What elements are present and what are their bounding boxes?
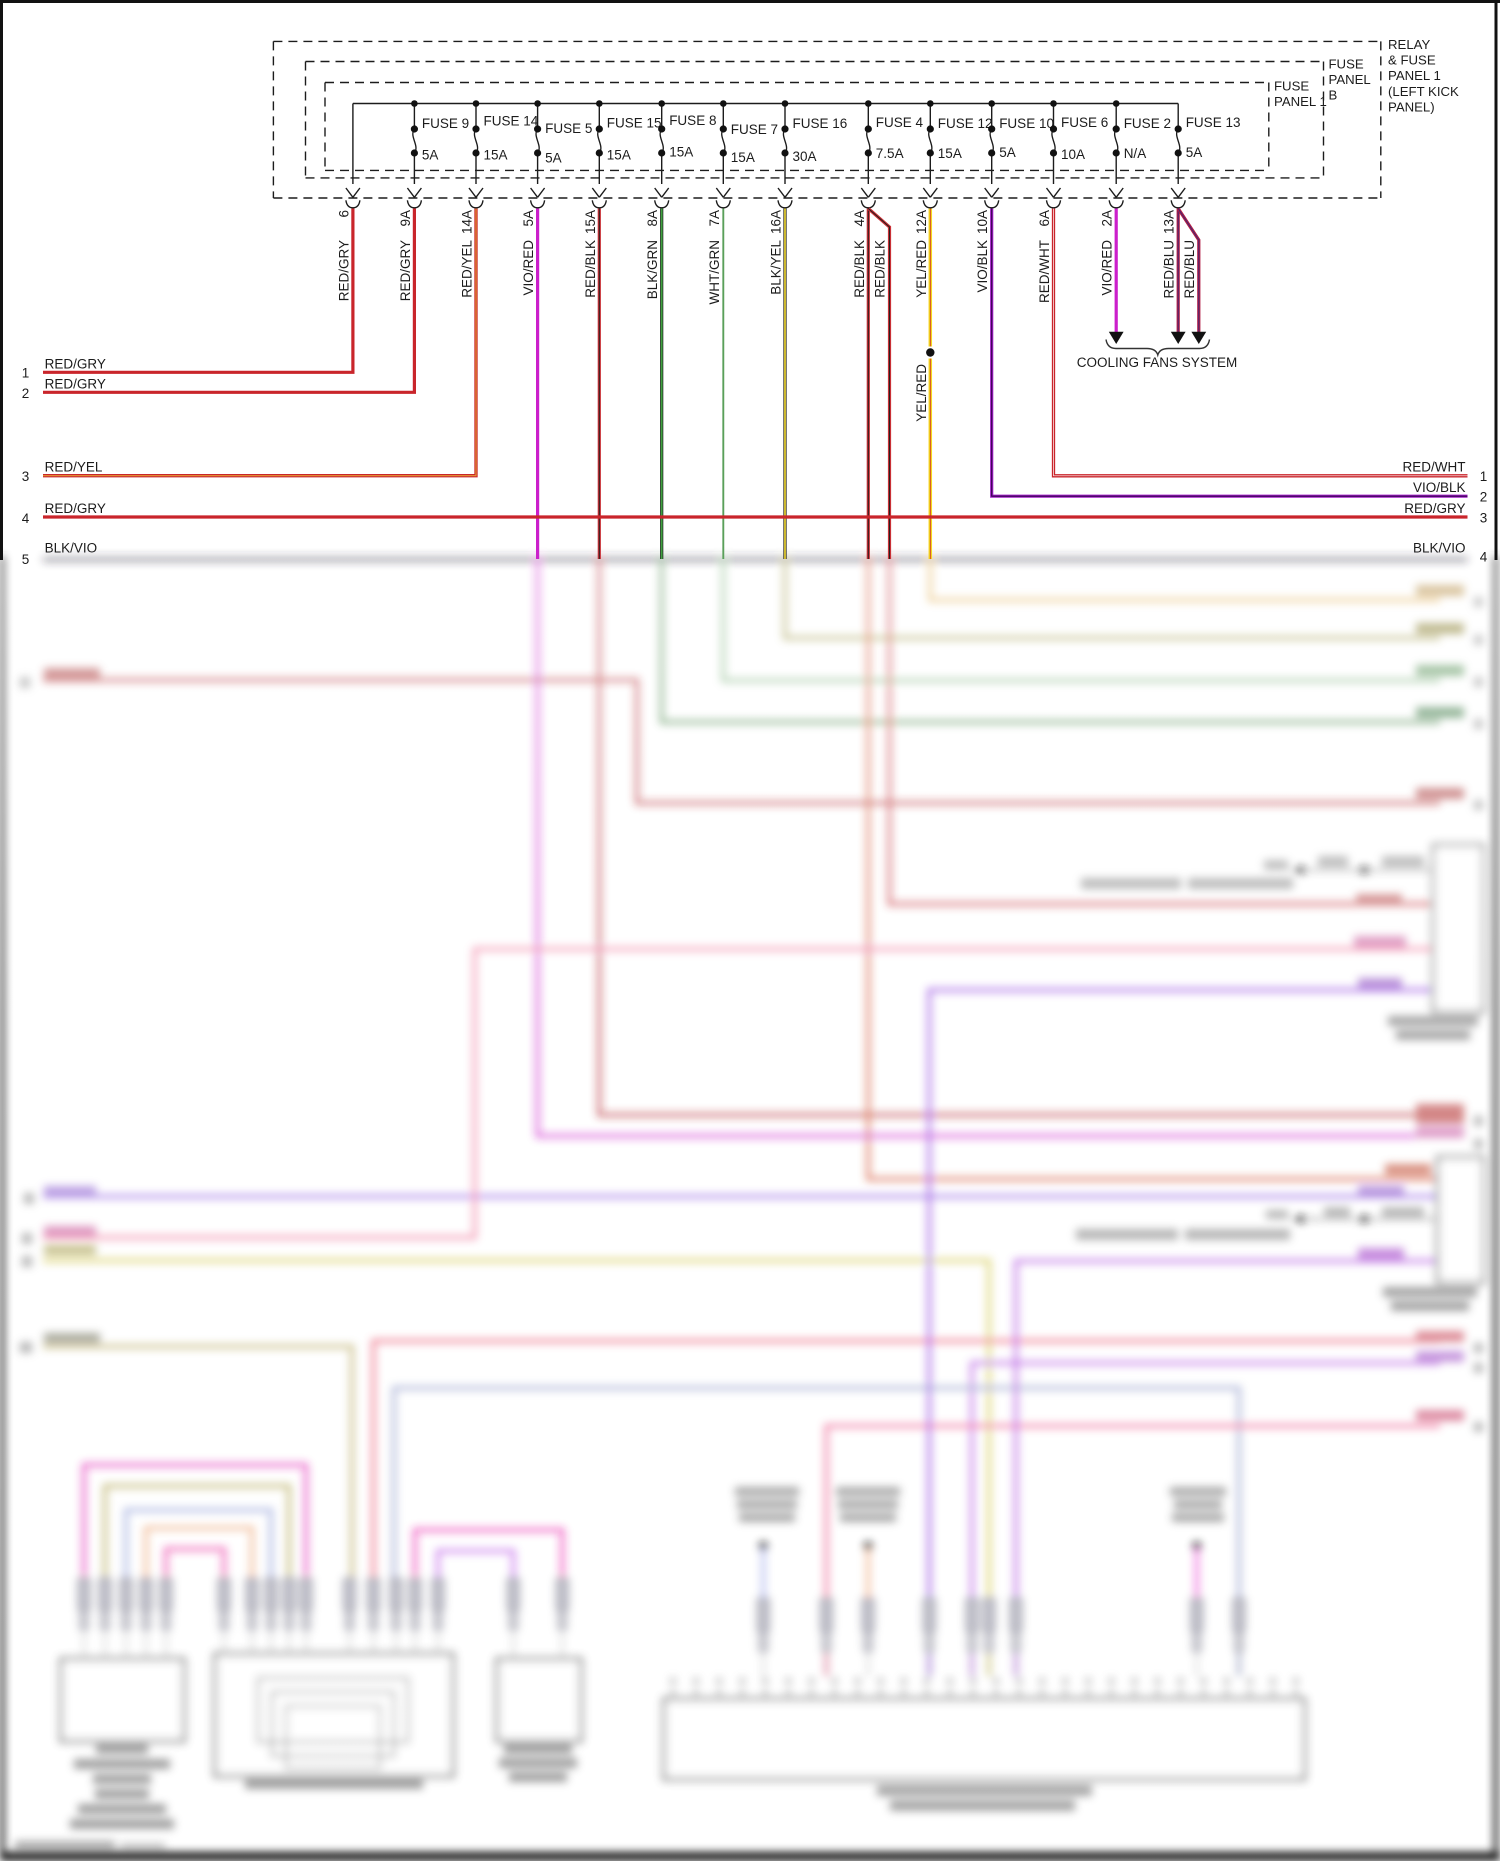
svg-text:(LEFT KICK: (LEFT KICK: [1388, 84, 1459, 99]
svg-text:BLK/GRN: BLK/GRN: [645, 240, 660, 299]
svg-text:RED/BLU: RED/BLU: [1182, 240, 1197, 299]
svg-text:FUSE 8: FUSE 8: [669, 113, 716, 128]
svg-text:RED/BLK: RED/BLK: [852, 240, 867, 298]
svg-text:4: 4: [22, 511, 30, 526]
svg-text:15A: 15A: [484, 148, 508, 163]
svg-text:5: 5: [22, 552, 30, 567]
svg-text:WHT/GRN: WHT/GRN: [707, 240, 722, 305]
svg-text:& FUSE: & FUSE: [1388, 53, 1436, 68]
svg-text:RED/GRY: RED/GRY: [45, 376, 106, 391]
svg-text:6: 6: [336, 210, 351, 218]
svg-text:15A: 15A: [731, 150, 755, 165]
svg-text:8A: 8A: [645, 210, 660, 227]
svg-text:1: 1: [1480, 469, 1488, 484]
svg-text:6A: 6A: [1037, 210, 1052, 227]
svg-text:10A: 10A: [975, 210, 990, 234]
svg-text:FUSE 7: FUSE 7: [731, 122, 778, 137]
svg-text:RED/GRY: RED/GRY: [45, 501, 106, 516]
svg-text:FUSE 9: FUSE 9: [422, 116, 469, 131]
svg-text:BLK/VIO: BLK/VIO: [1413, 540, 1466, 555]
svg-text:FUSE: FUSE: [1274, 79, 1309, 94]
svg-text:RED/GRY: RED/GRY: [398, 240, 413, 301]
svg-text:10A: 10A: [1061, 147, 1085, 162]
svg-text:VIO/BLK: VIO/BLK: [975, 240, 990, 293]
svg-text:FUSE 5: FUSE 5: [545, 121, 592, 136]
svg-text:16A: 16A: [769, 210, 784, 234]
svg-text:RED/BLU: RED/BLU: [1162, 240, 1177, 299]
svg-text:4A: 4A: [852, 210, 867, 227]
svg-text:RED/GRY: RED/GRY: [1404, 501, 1465, 516]
svg-text:3: 3: [1480, 511, 1488, 526]
svg-text:RED/BLK: RED/BLK: [583, 240, 598, 298]
svg-text:YEL/RED: YEL/RED: [914, 364, 929, 422]
svg-text:FUSE 6: FUSE 6: [1061, 115, 1108, 130]
svg-text:FUSE 4: FUSE 4: [876, 115, 924, 130]
svg-text:RED/WHT: RED/WHT: [1403, 460, 1466, 475]
svg-text:1: 1: [22, 366, 30, 381]
svg-text:15A: 15A: [669, 145, 693, 160]
svg-text:2A: 2A: [1100, 210, 1115, 227]
svg-text:RED/YEL: RED/YEL: [45, 460, 103, 475]
svg-text:COOLING FANS SYSTEM: COOLING FANS SYSTEM: [1077, 355, 1238, 370]
svg-text:5A: 5A: [1186, 145, 1203, 160]
svg-text:FUSE 10: FUSE 10: [999, 116, 1054, 131]
svg-text:PANEL: PANEL: [1329, 72, 1371, 87]
svg-text:3: 3: [22, 469, 30, 484]
svg-text:4: 4: [1480, 550, 1488, 565]
svg-text:5A: 5A: [999, 145, 1016, 160]
svg-text:13A: 13A: [1162, 210, 1177, 234]
svg-text:RED/GRY: RED/GRY: [45, 356, 106, 371]
svg-text:9A: 9A: [398, 210, 413, 227]
svg-text:15A: 15A: [583, 210, 598, 234]
svg-text:PANEL 1: PANEL 1: [1274, 94, 1327, 109]
svg-text:BLK/VIO: BLK/VIO: [45, 540, 98, 555]
svg-text:FUSE 15: FUSE 15: [607, 116, 662, 131]
svg-text:5A: 5A: [521, 210, 536, 227]
svg-text:15A: 15A: [607, 148, 631, 163]
svg-text:FUSE 16: FUSE 16: [793, 116, 848, 131]
svg-text:VIO/BLK: VIO/BLK: [1413, 480, 1466, 495]
svg-text:7A: 7A: [707, 210, 722, 227]
svg-text:RED/BLK: RED/BLK: [873, 240, 888, 298]
svg-text:7.5A: 7.5A: [876, 146, 904, 161]
svg-text:FUSE 13: FUSE 13: [1186, 115, 1241, 130]
svg-text:5A: 5A: [545, 151, 562, 166]
svg-text:2: 2: [22, 386, 30, 401]
svg-text:12A: 12A: [914, 210, 929, 234]
svg-text:RED/WHT: RED/WHT: [1037, 240, 1052, 303]
svg-text:PANEL 1: PANEL 1: [1388, 68, 1441, 83]
svg-text:N/A: N/A: [1124, 146, 1147, 161]
svg-text:15A: 15A: [938, 146, 962, 161]
svg-text:FUSE 12: FUSE 12: [938, 116, 993, 131]
svg-text:FUSE: FUSE: [1329, 57, 1364, 72]
svg-text:RELAY: RELAY: [1388, 37, 1430, 52]
svg-text:RED/YEL: RED/YEL: [460, 240, 475, 298]
svg-text:5A: 5A: [422, 148, 439, 163]
svg-text:30A: 30A: [793, 149, 817, 164]
svg-text:2: 2: [1480, 490, 1488, 505]
svg-text:YEL/RED: YEL/RED: [914, 240, 929, 298]
svg-text:VIO/RED: VIO/RED: [521, 240, 536, 296]
svg-text:PANEL): PANEL): [1388, 99, 1435, 114]
svg-text:FUSE 14: FUSE 14: [484, 114, 539, 129]
svg-text:RED/GRY: RED/GRY: [336, 240, 351, 301]
svg-text:FUSE 2: FUSE 2: [1124, 116, 1171, 131]
svg-text:BLK/YEL: BLK/YEL: [769, 240, 784, 295]
svg-text:VIO/RED: VIO/RED: [1100, 240, 1115, 296]
svg-text:B: B: [1329, 88, 1338, 103]
svg-text:14A: 14A: [460, 210, 475, 234]
